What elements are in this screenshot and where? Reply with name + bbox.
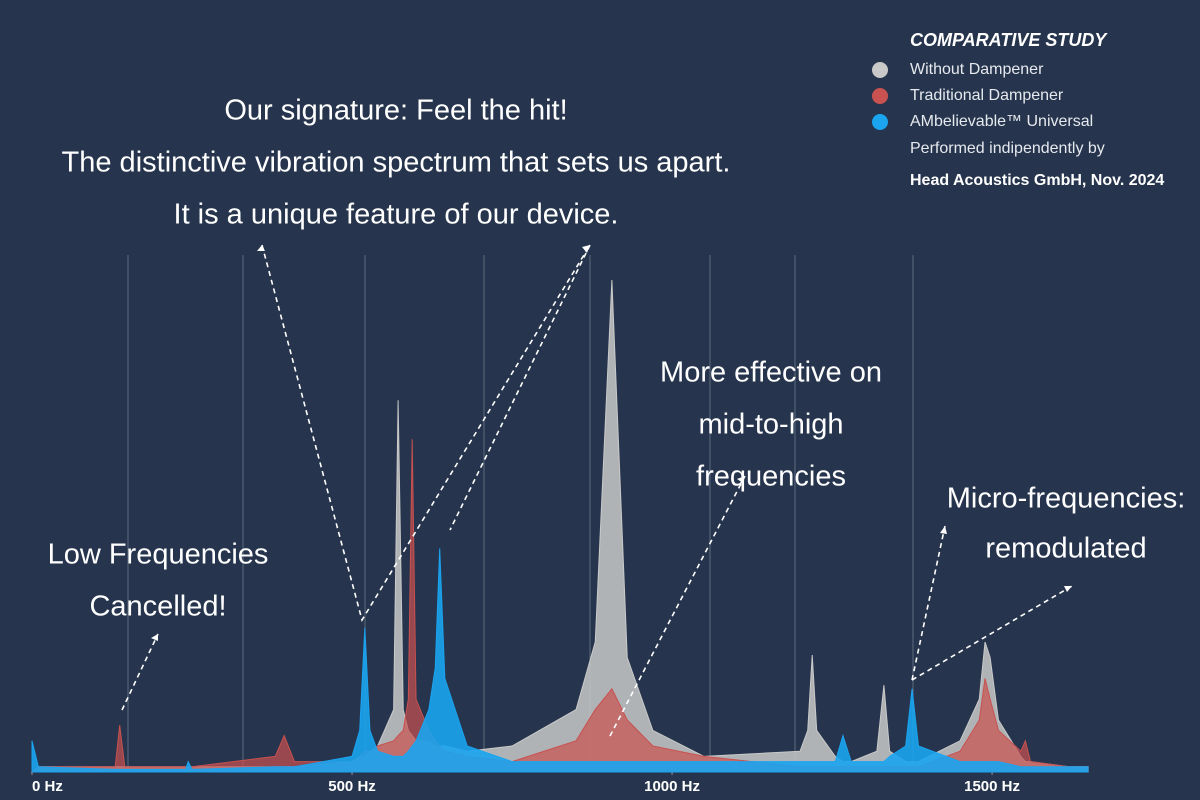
- arrows: [121, 244, 1073, 737]
- arrow: [261, 244, 591, 623]
- legend: Without Dampener Traditional Dampener AMbe…: [872, 61, 1093, 130]
- plot: [30, 280, 1089, 773]
- x-tick-label: 0 Hz: [32, 778, 63, 795]
- annotation: remodulated: [985, 533, 1146, 565]
- x-tick-label: 1000 Hz: [644, 778, 700, 795]
- annotation: frequencies: [696, 461, 846, 493]
- legend-swatch: [872, 62, 888, 78]
- annotation: Low Frequencies: [48, 539, 269, 571]
- annotation: More effective on: [660, 357, 882, 389]
- area: [31, 548, 1089, 773]
- legend-label: AMbelievable™ Universal: [910, 113, 1093, 130]
- legend-swatch: [872, 88, 888, 104]
- legend-label: Traditional Dampener: [910, 87, 1064, 104]
- area: [30, 280, 1089, 773]
- arrow: [911, 525, 946, 681]
- headline: It is a unique feature of our device.: [174, 199, 619, 231]
- area: [30, 439, 1089, 773]
- arrow: [911, 585, 1073, 681]
- legend-title: COMPARATIVE STUDY: [910, 30, 1108, 50]
- arrow: [121, 633, 159, 711]
- source: Performed indipendently by: [910, 140, 1105, 157]
- arrow: [609, 475, 746, 737]
- background-lines: [127, 255, 914, 772]
- source: Head Acoustics GmbH, Nov. 2024: [910, 172, 1164, 189]
- legend-label: Without Dampener: [910, 61, 1044, 78]
- annotation: Cancelled!: [89, 591, 226, 623]
- headline: Our signature: Feel the hit!: [224, 95, 567, 127]
- x-tick-label: 500 Hz: [328, 778, 376, 795]
- annotation: Micro-frequencies:: [947, 483, 1186, 515]
- arrow: [449, 244, 591, 531]
- x-tick-label: 1500 Hz: [964, 778, 1020, 795]
- annotation: mid-to-high: [698, 409, 843, 441]
- headline: The distinctive vibration spectrum that …: [62, 147, 731, 179]
- legend-swatch: [872, 114, 888, 130]
